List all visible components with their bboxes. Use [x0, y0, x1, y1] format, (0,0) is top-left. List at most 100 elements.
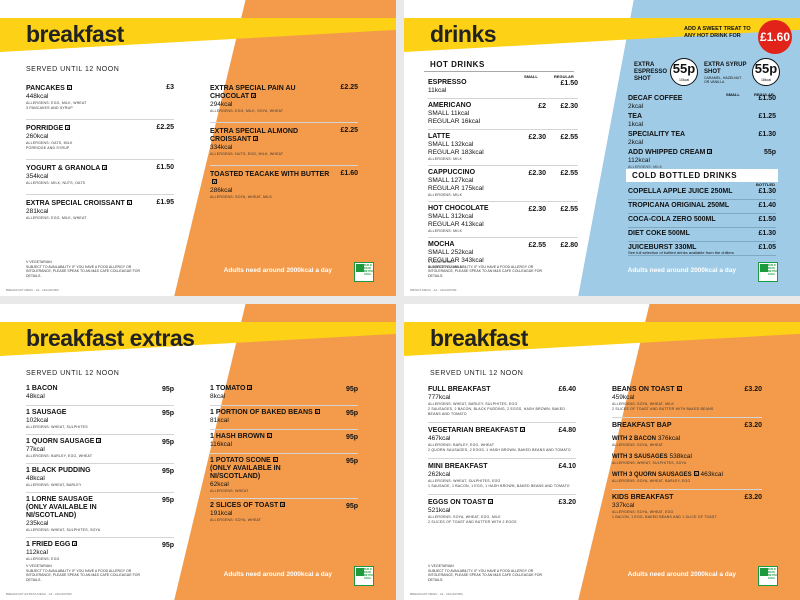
drink-regular-price: £1.50 — [560, 80, 578, 87]
menu-item: YOGURT & GRANOLA V 354kcal ALLERGENS: MILK,… — [26, 160, 174, 195]
item-kcal: 521kcal — [428, 507, 451, 514]
item-name-text: 1 LORNE SAUSAGE — [26, 496, 93, 503]
vegetarian-key: V VEGETARIAN — [428, 564, 454, 568]
bap-option: WITH 3 QUORN SAUSAGES V 463kcal — [612, 471, 762, 479]
served-until: SERVED UNTIL 12 NOON — [26, 66, 120, 73]
bap-option-allergens: ALLERGENS: SOYA, WHEAT, BARLEY, EGG — [612, 479, 691, 483]
vegetarian-icon: V — [488, 499, 494, 504]
item-name: EXTRA SPECIAL ALMOND CROISSANT V — [210, 128, 358, 144]
drink-regular-kcal: REGULAR 343kcal — [428, 257, 484, 264]
item-price: £4.80 — [558, 427, 576, 434]
vegetarian-icon: V — [693, 471, 699, 476]
item-kcal: 334kcal — [210, 144, 233, 151]
cold-drink-name: JUICEBURST 330ML — [628, 244, 697, 251]
item-name-text: MINI BREAKFAST — [428, 463, 488, 470]
item-price: 95p — [345, 386, 358, 393]
item-allergens: ALLERGENS: SOYA, WHEAT, MILK — [210, 195, 273, 199]
menu-item: BEANS ON TOAST V 459kcal ALLERGENS: SOYA, W… — [612, 382, 762, 418]
cold-drink-item: COPELLA APPLE JUICE 250ML £1.30 — [628, 186, 776, 200]
item-name-text: YOGURT & GRANOLA — [26, 165, 101, 172]
item-name: TOASTED TEACAKE WITH BUTTERV — [210, 171, 358, 187]
panel-title: drinks — [430, 21, 497, 47]
drink-name: SPECIALITY TEA — [628, 131, 776, 139]
build-back-better-badge: BUILD BACK BETTER GOAL — [354, 262, 374, 282]
left-column: FULL BREAKFAST 777kcal ALLERGENS: WHEAT, B… — [428, 382, 576, 530]
cold-drinks-header: COLD BOTTLED DRINKS — [626, 169, 778, 182]
drink-small-price: £2.30 — [528, 206, 546, 213]
item-allergens: ALLERGENS: WHEAT — [210, 489, 249, 493]
menu-item: KIDS BREAKFAST 337kcal ALLERGENS: SOYA, WH… — [612, 490, 762, 525]
item-kcal: 116kcal — [210, 441, 232, 448]
menu-item: TOASTED TEACAKE WITH BUTTERV 286kcal ALLER… — [210, 166, 358, 208]
item-name-text: EXTRA SPECIAL CROISSANT — [26, 200, 125, 207]
drink-price: £1.25 — [758, 113, 776, 120]
item-name: EXTRA SPECIAL CROISSANT V — [26, 200, 174, 208]
item-price: £1.95 — [156, 199, 174, 206]
drink-small-kcal: SMALL 127kcal — [428, 177, 474, 184]
drink-name: TEA — [628, 113, 776, 121]
vegetarian-icon: V — [65, 125, 71, 130]
drink-regular-price: £2.55 — [560, 170, 578, 177]
item-allergens: ALLERGENS: MILK, NUTS, OATS — [26, 181, 86, 185]
item-price: 95p — [161, 468, 174, 475]
allergen-notice: SUBJECT TO AVAILABILITY. IF YOU HAVE A F… — [26, 264, 140, 278]
breakfast-menu-panel: breakfast SERVED UNTIL 12 NOON PANCAKES V… — [0, 0, 396, 296]
drink-kcal: 2kcal — [628, 103, 644, 110]
bottled-label: BOTTLED — [756, 182, 775, 187]
item-name-text: VEGETARIAN BREAKFAST — [428, 427, 519, 434]
item-price: £1.50 — [156, 164, 174, 171]
item-availability: (ONLY AVAILABLE IN NI/SCOTLAND) — [26, 504, 97, 519]
cold-drink-price: £1.30 — [758, 188, 776, 195]
drink-small-kcal: SMALL 252kcal — [428, 249, 474, 256]
item-name-text: BREAKFAST BAP — [612, 422, 672, 429]
item-price: £2.25 — [156, 124, 174, 131]
drink-kcal: 1kcal — [628, 121, 644, 128]
cold-drink-name: COPELLA APPLE JUICE 250ML — [628, 188, 733, 195]
item-allergens: ALLERGENS: OATS, MILK — [26, 141, 73, 145]
cold-drinks-list: COPELLA APPLE JUICE 250ML £1.30 TROPICANA … — [628, 186, 776, 256]
right-column: BEANS ON TOAST V 459kcal ALLERGENS: SOYA, W… — [612, 382, 762, 525]
vegetarian-icon: V — [66, 85, 72, 90]
vegetarian-icon: V — [520, 427, 526, 432]
breakfast-extras-panel: breakfast extras SERVED UNTIL 12 NOON 1 … — [0, 304, 396, 600]
item-name-text: 1 POTATO SCONE — [210, 457, 271, 464]
menu-item: 1 FRIED EGG V 112kcal ALLERGENS: EGG 95p — [26, 538, 174, 566]
drink-regular-kcal: REGULAR 16kcal — [428, 118, 481, 125]
drink-name-text: TEA — [628, 113, 642, 120]
cold-drink-name: DIET COKE 500ML — [628, 230, 690, 237]
item-name: 1 BLACK PUDDING — [26, 467, 174, 475]
item-allergens: ALLERGENS: NUTS, EGG, MILK, WHEAT — [210, 152, 284, 156]
drink-regular-kcal: REGULAR 413kcal — [428, 221, 484, 228]
item-description: 1 BACON, 1 EGG, BAKED BEANS AND 1 SLICE … — [612, 515, 717, 519]
hot-drink-item: HOT CHOCOLATE SMALL 312kcal REGULAR 413kca… — [428, 202, 578, 238]
menu-item: EXTRA SPECIAL CROISSANT V 281kcal ALLERGENS… — [26, 195, 174, 229]
sweet-treat-promo: ADD A SWEET TREAT TO ANY HOT DRINK FOR — [684, 26, 751, 39]
hot-drink-item: ESPRESSO 11kcal £1.50 — [428, 76, 578, 99]
bap-option-kcal: 463kcal — [700, 471, 723, 478]
drink-regular-kcal: REGULAR 175kcal — [428, 185, 484, 192]
item-kcal: 262kcal — [428, 471, 451, 478]
drink-small-kcal: SMALL 312kcal — [428, 213, 474, 220]
menu-item: PANCAKES V 448kcal ALLERGENS: EGG, MILK, WH… — [26, 80, 174, 120]
item-name: MINI BREAKFAST — [428, 463, 576, 471]
item-price: £3.20 — [744, 386, 762, 393]
menu-item: VEGETARIAN BREAKFAST V 467kcal ALLERGENS: B… — [428, 423, 576, 459]
vegetarian-icon: V — [102, 165, 108, 170]
regular-label: REGULAR — [754, 92, 774, 97]
allergen-footer: V VEGETARIAN SUBJECT TO AVAILABILITY. IF… — [26, 564, 156, 582]
served-until: SERVED UNTIL 12 NOON — [26, 370, 120, 377]
extra-drink-item: SPECIALITY TEA 2kcal £1.30 — [628, 130, 776, 148]
vegetarian-icon: V — [314, 409, 320, 414]
item-name-text: 1 QUORN SAUSAGE — [26, 438, 95, 445]
item-kcal: 81kcal — [210, 417, 229, 424]
item-allergens: ALLERGENS: SOYA, WHEAT, MILK — [612, 402, 675, 406]
item-name-text: 1 PORTION OF BAKED BEANS — [210, 409, 313, 416]
vegetarian-key: V VEGETARIAN — [26, 260, 52, 264]
item-price: £6.40 — [558, 386, 576, 393]
item-allergens: ALLERGENS: BARLEY, EGG, WHEAT — [428, 443, 495, 447]
drink-price: £1.30 — [758, 131, 776, 138]
vegetarian-key: V VEGETARIAN — [26, 564, 52, 568]
espresso-shot-price: 55p 10kcal — [670, 58, 698, 86]
drinks-menu-panel: drinks ADD A SWEET TREAT TO ANY HOT DRIN… — [404, 0, 800, 296]
bap-option: WITH 2 BACON 376kcal — [612, 435, 762, 443]
